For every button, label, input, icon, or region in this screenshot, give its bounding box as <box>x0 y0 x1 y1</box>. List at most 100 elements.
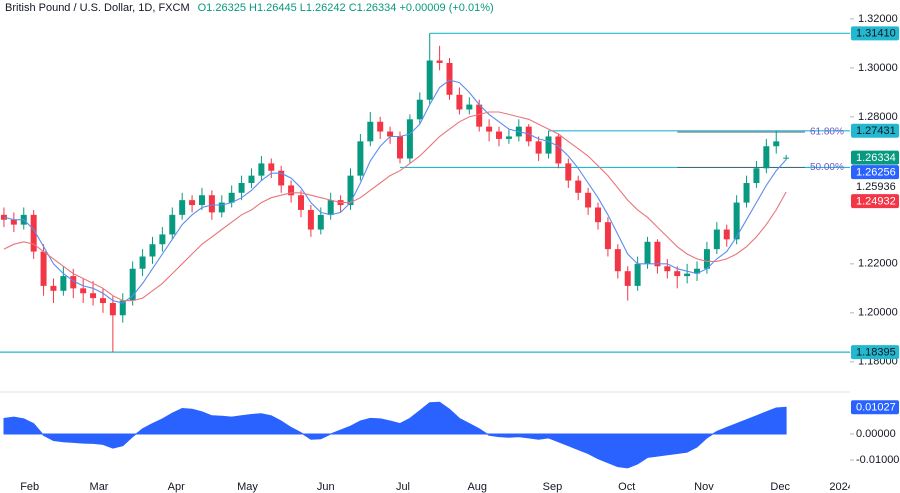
y-tick-label: 1.30000 <box>858 62 898 74</box>
candle-body <box>179 200 186 215</box>
osc-tick-label: -0.01000 <box>856 454 899 466</box>
price-axis: 1.320001.300001.280001.220001.200001.180… <box>850 0 900 493</box>
candle-body <box>486 126 493 132</box>
candle-body <box>129 268 136 301</box>
candle-body <box>555 136 562 164</box>
candle-body <box>99 298 106 304</box>
candle-body <box>367 121 374 142</box>
candle-body <box>674 271 681 277</box>
candle-body <box>169 214 176 235</box>
candle-body <box>723 229 730 240</box>
candle-body <box>763 146 770 169</box>
candle-body <box>238 182 245 193</box>
candle-body <box>466 104 473 110</box>
candle-body <box>288 185 295 196</box>
candle-body <box>258 163 265 176</box>
price-badge <box>851 194 899 209</box>
x-tick-label: Apr <box>168 481 185 493</box>
candle-body <box>436 60 443 63</box>
candle-body <box>624 271 631 286</box>
candle-body <box>743 182 750 203</box>
candle-body <box>634 263 641 286</box>
candle-body <box>119 300 126 316</box>
candle-body <box>783 157 790 159</box>
candle-body <box>426 60 433 100</box>
candle-body <box>10 219 17 225</box>
x-tick-label: Aug <box>467 481 487 493</box>
candle-body <box>40 251 47 286</box>
candle-body <box>565 163 572 181</box>
candle-body <box>198 195 205 206</box>
candle-body <box>604 222 611 250</box>
candle-body <box>703 249 710 269</box>
candle-body <box>327 200 334 215</box>
x-tick-label: Jun <box>317 481 335 493</box>
candle-body <box>773 141 780 147</box>
x-tick-label: Jul <box>396 481 410 493</box>
moving-average <box>3 79 787 304</box>
y-tick-label: 1.22000 <box>858 258 898 270</box>
y-tick-label: 1.20000 <box>858 307 898 319</box>
symbol-title: British Pound / U.S. Dollar, 1D, FXCM <box>5 2 190 14</box>
candle-body <box>595 207 602 223</box>
candle-body <box>228 192 235 203</box>
candle-body <box>684 273 691 277</box>
price-badge <box>851 345 899 360</box>
candle-body <box>545 136 552 154</box>
moving-average <box>3 111 787 302</box>
y-tick-label: 1.28000 <box>858 111 898 123</box>
candle-body <box>654 241 661 267</box>
price-badge-label: 1.25936 <box>856 181 896 193</box>
candle-body <box>297 195 304 210</box>
candle-body <box>377 121 384 132</box>
candle-body <box>70 276 77 289</box>
candle-body <box>753 168 760 183</box>
candle-body <box>30 214 37 252</box>
candle-body <box>347 175 354 206</box>
plot-area: 61.80% 50.00% Feb Mar Apr May Jun Jul Aug Sep Oct N… <box>0 32 900 493</box>
candle-body <box>733 202 740 240</box>
price-badge-label: 1.26256 <box>856 167 896 179</box>
x-tick-label: May <box>237 481 258 493</box>
candle-body <box>0 214 7 220</box>
price-badge <box>851 165 899 180</box>
price-badge-label: 1.27431 <box>856 125 896 137</box>
x-tick-label: Mar <box>90 481 109 493</box>
candle-body <box>50 285 57 291</box>
x-tick-label: Oct <box>618 481 635 493</box>
candle-body <box>139 256 146 269</box>
fib-label: 50.00% <box>810 162 844 173</box>
fib-label: 61.80% <box>810 127 844 138</box>
candle-body <box>406 119 413 159</box>
candle-body <box>713 229 720 250</box>
x-tick-label: Dec <box>770 481 790 493</box>
candle-body <box>446 62 453 95</box>
candle-body <box>476 104 483 127</box>
candle-body <box>159 234 166 245</box>
osc-tick-label: 0.00000 <box>856 428 896 440</box>
x-tick-label: Nov <box>694 481 714 493</box>
candle-body <box>80 288 87 294</box>
candle-body <box>317 214 324 230</box>
osc-badge <box>851 400 899 415</box>
candle-body <box>109 303 116 316</box>
candle-body <box>248 175 255 183</box>
candle-body <box>278 170 285 186</box>
oscillator-area <box>3 401 787 469</box>
price-badge-label: 1.26334 <box>856 152 896 164</box>
candle-body <box>357 141 364 176</box>
candle-body <box>505 136 512 139</box>
candle-body <box>189 200 196 206</box>
x-tick-label: 2024 <box>829 481 853 493</box>
candle-body <box>664 266 671 272</box>
price-badge-label: 1.24932 <box>856 196 896 208</box>
candle-body <box>416 99 423 120</box>
candle-body <box>387 131 394 137</box>
price-badge-label: 1.18395 <box>856 347 896 359</box>
candle-body <box>456 94 463 110</box>
candle-body <box>535 141 542 154</box>
candle-body <box>90 293 97 299</box>
y-tick-label: 1.32000 <box>858 13 898 25</box>
candle-body <box>644 241 651 264</box>
